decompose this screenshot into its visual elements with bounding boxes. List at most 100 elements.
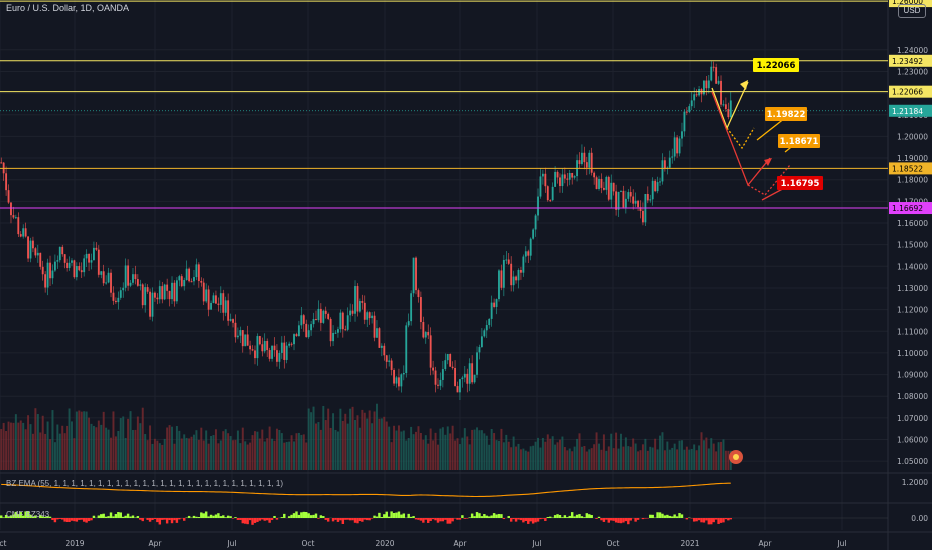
volume-bar [180,438,183,470]
volume-bar [466,436,469,470]
candle-body [58,246,61,261]
cmf-bar [287,516,291,518]
candle-body [75,266,78,278]
volume-bar [117,431,120,470]
volume-bar [468,444,471,470]
cmf-bar [358,518,362,522]
candle-body [444,360,447,370]
candle-body [215,295,217,304]
cmf-bar [627,518,630,525]
cmf-bar [14,511,18,518]
cmf-bar [82,518,86,522]
cmf-bar [585,513,589,518]
cmf-bar [434,518,437,521]
candle-body [295,334,298,337]
volume-bar [261,429,264,470]
candle-body [593,172,596,178]
candle-body [466,373,469,384]
candle-body [266,341,269,351]
cmf-bar [695,518,698,522]
currency-button[interactable]: USD [898,4,926,18]
cmf-bar [124,515,127,518]
cmf-bar [390,511,393,518]
candle-body [41,266,44,275]
horizontal-levels[interactable] [0,0,888,209]
volume-bar [236,430,239,470]
candle-body [261,344,264,352]
volume-bar [339,408,342,470]
candle-body [432,367,435,371]
candle-body [559,177,561,187]
x-tick-label: Jul [836,539,846,548]
volume-bar [251,435,254,470]
volume-bar [685,446,688,470]
volume-bar [439,428,442,470]
cmf-bar [712,518,715,523]
candle-body [395,377,398,384]
volume-bar [659,435,661,470]
candle-body [202,282,205,302]
candle-body [637,200,639,208]
cmf-bar [244,518,247,524]
candle-body [356,286,359,312]
cmf-bar [73,518,76,522]
volume-bar [410,426,413,470]
cmf-bar [212,515,215,518]
volume-bar [419,432,422,470]
y-tick-label: 1.09000 [897,371,928,380]
volume-bar [376,403,378,470]
volume-bar [602,434,605,470]
candle-body [334,332,337,334]
volume-bar [397,425,400,470]
candle-body [678,138,681,154]
cmf-indicator-label[interactable]: CMF BZ343 [6,510,50,519]
x-tick-label: Jul [531,539,541,548]
volume-bar [393,425,396,470]
x-tick-label: 2019 [65,539,84,548]
candle-body [117,297,120,303]
candle-body [632,196,635,204]
volume-bar [51,410,54,470]
volume-bar [46,421,49,470]
candle-body [256,336,259,359]
candle-body [22,228,25,237]
cmf-bar [383,514,386,518]
cmf-bar [283,513,286,518]
volume-bar [241,427,244,470]
volume-bar [193,434,195,470]
cmf-bar [129,516,132,518]
candle-body [495,299,498,307]
candle-body [254,350,256,359]
projection-drawings[interactable]: 1.22066 1.19822 1.18671 1.16795 [711,58,823,201]
price-level-tag: 1.16692 [889,202,932,215]
candle-body [651,180,654,200]
volume-bar [705,437,708,470]
cmf-bar [300,512,303,518]
candle-body [107,272,110,283]
ema-indicator-label[interactable]: BZ EMA (55, 1, 1, 1, 1, 1, 1, 1, 1, 1, 1… [6,479,284,488]
candle-body [246,334,249,346]
volume-bar [571,451,574,470]
volume-bar [695,450,698,470]
cmf-bar [524,518,528,521]
candle-body [332,332,334,342]
candle-body [366,312,369,320]
cmf-bar [463,518,467,519]
candle-body [197,264,200,281]
volume-bar [559,439,561,470]
volume-bar [319,429,322,470]
volume-bar [212,435,215,470]
cmf-bar [12,514,15,518]
time-axis[interactable]: Oct 2019 Apr Jul Oct 2020 Apr Jul Oct 2021 Apr Jul [0,539,847,548]
candle-body [361,301,364,303]
candle-body [515,276,517,281]
candle-body [66,262,69,268]
volume-bar [163,438,166,470]
volume-bar [622,446,625,470]
volume-bar [710,438,713,470]
volume-bar [217,443,220,470]
candle-body [405,325,408,374]
cmf-bar [246,518,249,525]
volume-bar [173,443,176,470]
